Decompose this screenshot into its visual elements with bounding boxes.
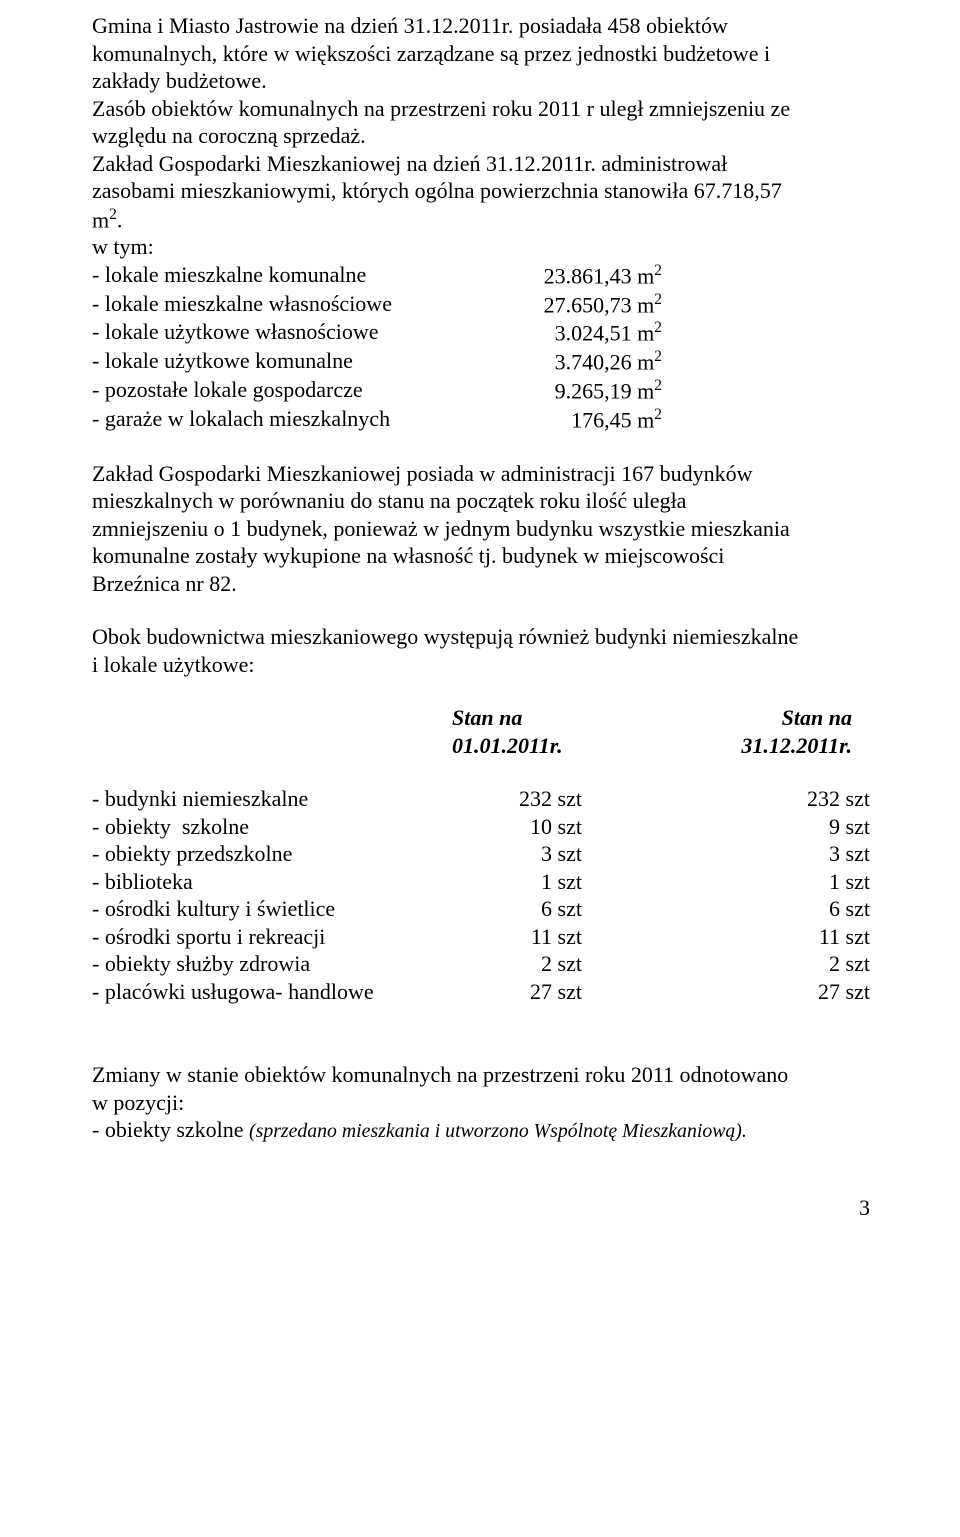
list-item-label: - lokale użytkowe własnościowe xyxy=(92,318,379,347)
paragraph-line: komunalne zostały wykupione na własność … xyxy=(92,542,870,570)
table-row: - ośrodki sportu i rekreacji11 szt11 szt xyxy=(92,923,870,951)
list-item-value: 23.861,43 m2 xyxy=(512,261,662,290)
list-item: - garaże w lokalach mieszkalnych 176,45 m… xyxy=(92,405,662,434)
list-item: - lokale mieszkalne własnościowe 27.650,7… xyxy=(92,290,662,319)
row-value-end: 9 szt xyxy=(652,813,870,841)
table-row: - biblioteka1 szt1 szt xyxy=(92,868,870,896)
row-value-end: 6 szt xyxy=(652,895,870,923)
table-row: - obiekty przedszkolne3 szt3 szt xyxy=(92,840,870,868)
table-row: - obiekty szkolne10 szt9 szt xyxy=(92,813,870,841)
list-item-value: 9.265,19 m2 xyxy=(512,376,662,405)
paragraph-line: w pozycji: xyxy=(92,1089,870,1117)
paragraph-line: zasobami mieszkaniowymi, których ogólna … xyxy=(92,177,870,205)
paragraph-line: i lokale użytkowe: xyxy=(92,651,870,679)
list-item: - lokale użytkowe komunalne 3.740,26 m2 xyxy=(92,347,662,376)
list-intro: w tym: xyxy=(92,233,870,261)
paragraph-line: Obok budownictwa mieszkaniowego występuj… xyxy=(92,623,870,651)
list-item-value: 3.740,26 m2 xyxy=(512,347,662,376)
row-value-start: 27 szt xyxy=(452,978,652,1006)
list-item-label: - lokale mieszkalne komunalne xyxy=(92,261,366,290)
row-value-end: 27 szt xyxy=(652,978,870,1006)
row-label: - placówki usługowa- handlowe xyxy=(92,978,452,1006)
paragraph-line: Gmina i Miasto Jastrowie na dzień 31.12.… xyxy=(92,12,870,40)
table-header: Stan na 01.01.2011r. Stan na 31.12.2011r… xyxy=(92,704,870,759)
list-item: - lokale użytkowe własnościowe 3.024,51 m… xyxy=(92,318,662,347)
row-value-end: 3 szt xyxy=(652,840,870,868)
table-row: - budynki niemieszkalne232 szt232 szt xyxy=(92,785,870,813)
row-label: - obiekty przedszkolne xyxy=(92,840,452,868)
list-item-value: 176,45 m2 xyxy=(512,405,662,434)
row-value-start: 232 szt xyxy=(452,785,652,813)
list-item: - pozostałe lokale gospodarcze 9.265,19 m… xyxy=(92,376,662,405)
column-header-end: Stan na 31.12.2011r. xyxy=(652,704,852,759)
bullet-line: - obiekty szkolne (sprzedano mieszkania … xyxy=(92,1116,870,1144)
row-label: - biblioteka xyxy=(92,868,452,896)
paragraph-line: Zmiany w stanie obiektów komunalnych na … xyxy=(92,1061,870,1089)
list-item-value: 3.024,51 m2 xyxy=(512,318,662,347)
paragraph-line: Brzeźnica nr 82. xyxy=(92,570,870,598)
row-value-end: 2 szt xyxy=(652,950,870,978)
column-header-start: Stan na 01.01.2011r. xyxy=(452,704,652,759)
paragraph-line: Zakład Gospodarki Mieszkaniowej posiada … xyxy=(92,460,870,488)
comparison-table: Stan na 01.01.2011r. Stan na 31.12.2011r… xyxy=(92,704,870,1005)
paragraph-line: mieszkalnych w porównaniu do stanu na po… xyxy=(92,487,870,515)
row-label: - ośrodki kultury i świetlice xyxy=(92,895,452,923)
row-value-start: 6 szt xyxy=(452,895,652,923)
paragraph-line: Zasób obiektów komunalnych na przestrzen… xyxy=(92,95,870,123)
row-label: - budynki niemieszkalne xyxy=(92,785,452,813)
row-value-start: 3 szt xyxy=(452,840,652,868)
page-number: 3 xyxy=(92,1194,870,1222)
paragraph-line: Zakład Gospodarki Mieszkaniowej na dzień… xyxy=(92,150,870,178)
area-list: - lokale mieszkalne komunalne 23.861,43 m… xyxy=(92,261,662,434)
paragraph-line: m2. xyxy=(92,205,870,234)
row-value-end: 1 szt xyxy=(652,868,870,896)
paragraph-line: komunalnych, które w większości zarządza… xyxy=(92,40,870,68)
row-value-start: 2 szt xyxy=(452,950,652,978)
paragraph-line: zakłady budżetowe. xyxy=(92,67,870,95)
paragraph-line: względu na coroczną sprzedaż. xyxy=(92,122,870,150)
list-item: - lokale mieszkalne komunalne 23.861,43 m… xyxy=(92,261,662,290)
row-value-end: 232 szt xyxy=(652,785,870,813)
row-label: - obiekty służby zdrowia xyxy=(92,950,452,978)
paragraph-line: zmniejszeniu o 1 budynek, ponieważ w jed… xyxy=(92,515,870,543)
document-page: Gmina i Miasto Jastrowie na dzień 31.12.… xyxy=(0,0,960,1252)
table-row: - placówki usługowa- handlowe27 szt27 sz… xyxy=(92,978,870,1006)
row-value-end: 11 szt xyxy=(652,923,870,951)
row-label: - obiekty szkolne xyxy=(92,813,452,841)
row-label: - ośrodki sportu i rekreacji xyxy=(92,923,452,951)
row-value-start: 11 szt xyxy=(452,923,652,951)
row-value-start: 1 szt xyxy=(452,868,652,896)
list-item-value: 27.650,73 m2 xyxy=(512,290,662,319)
list-item-label: - pozostałe lokale gospodarcze xyxy=(92,376,363,405)
row-value-start: 10 szt xyxy=(452,813,652,841)
list-item-label: - garaże w lokalach mieszkalnych xyxy=(92,405,390,434)
list-item-label: - lokale użytkowe komunalne xyxy=(92,347,353,376)
table-row: - ośrodki kultury i świetlice6 szt6 szt xyxy=(92,895,870,923)
table-row: - obiekty służby zdrowia2 szt2 szt xyxy=(92,950,870,978)
list-item-label: - lokale mieszkalne własnościowe xyxy=(92,290,392,319)
